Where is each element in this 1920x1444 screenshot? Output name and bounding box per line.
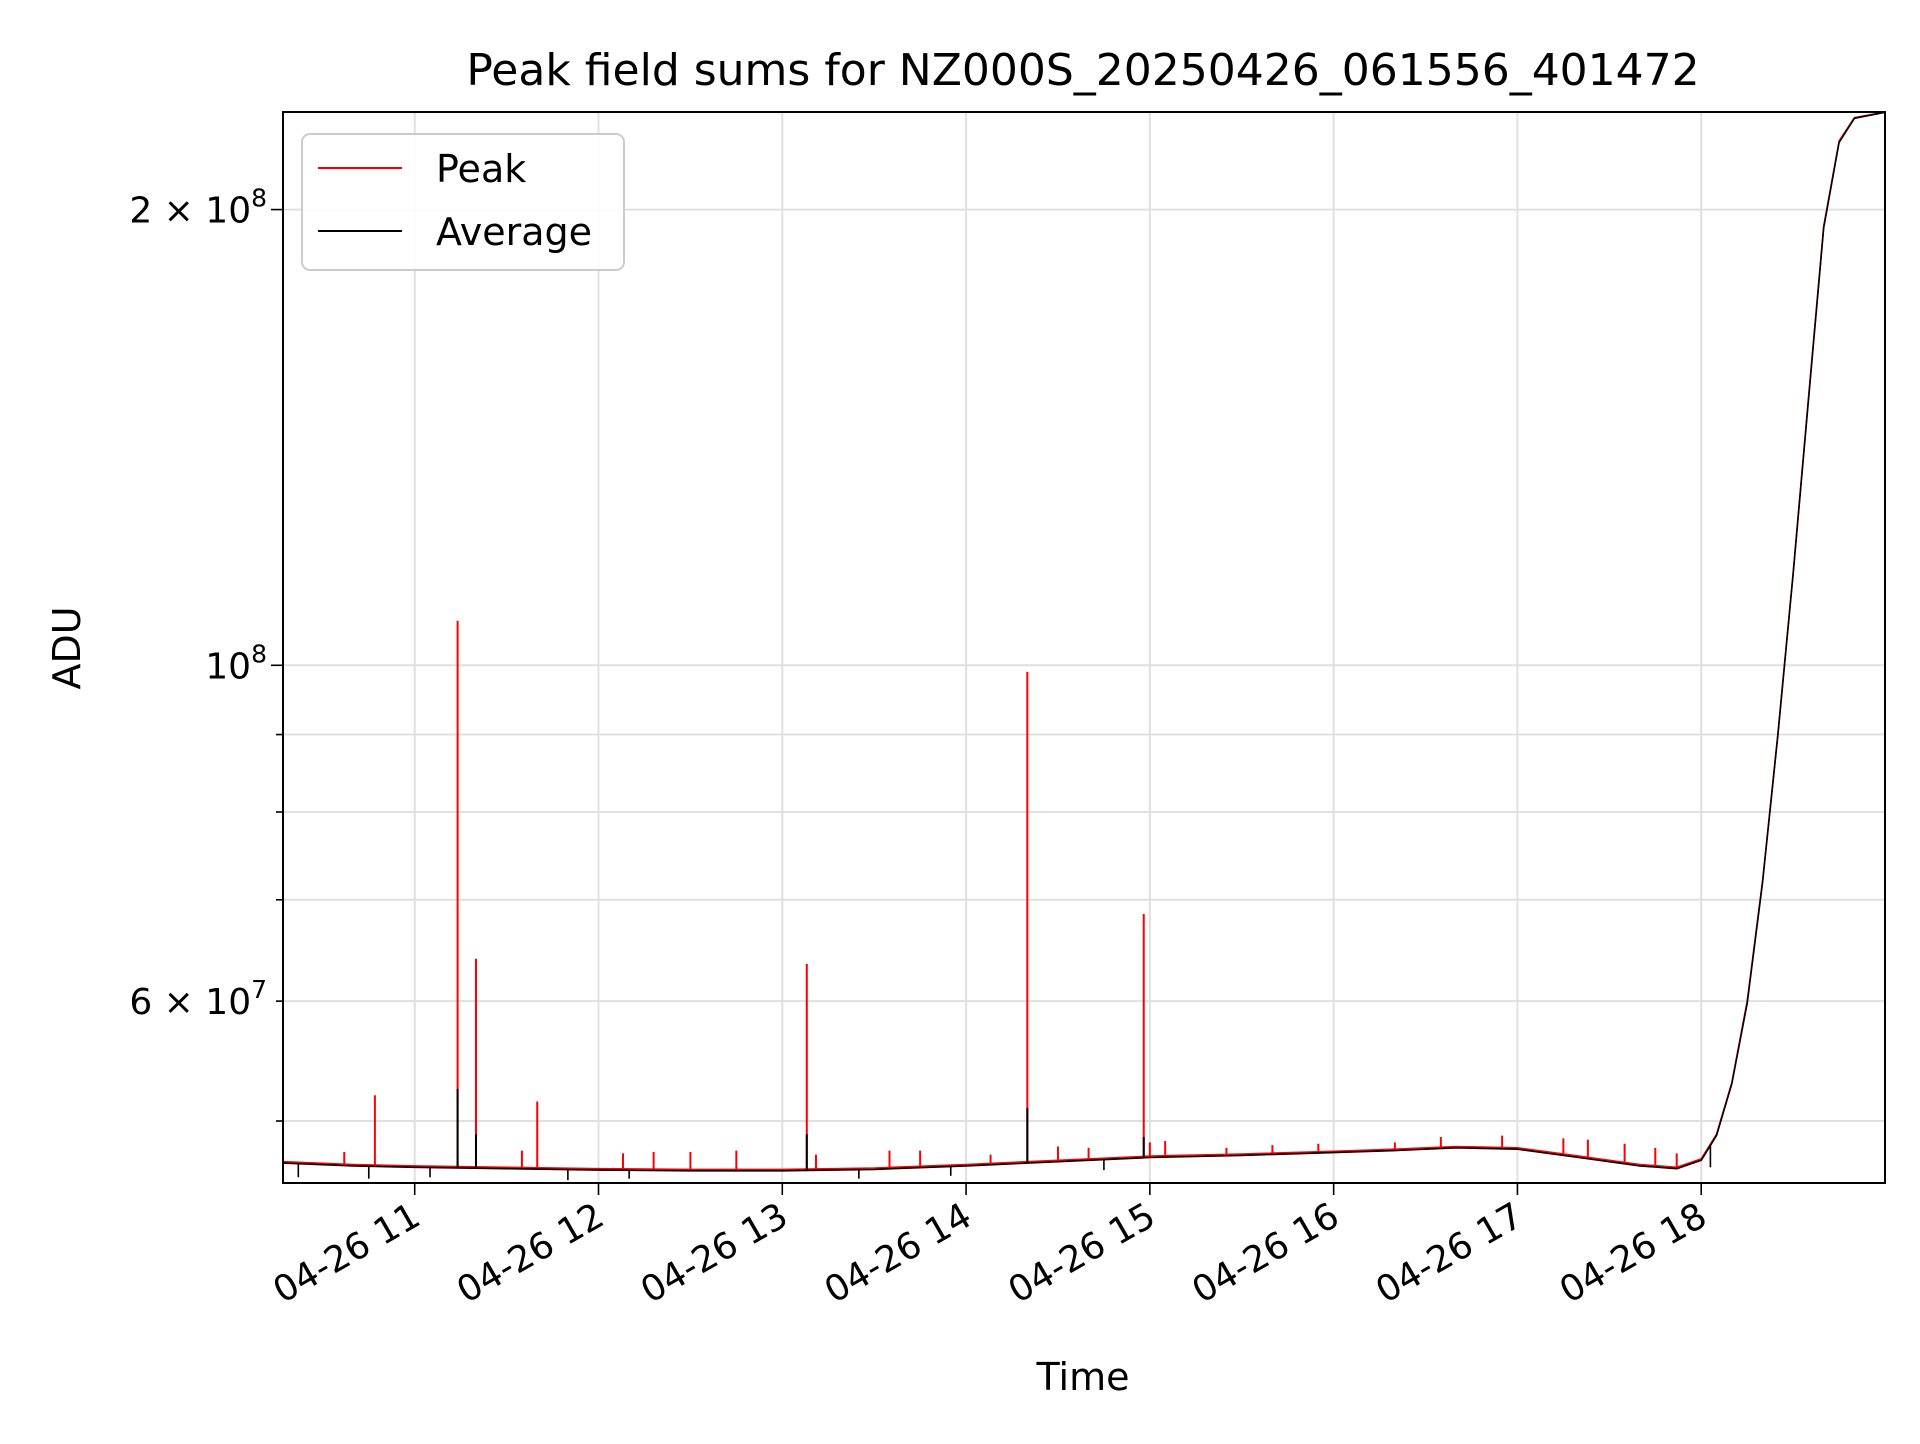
x-tick-label: 04-26 18	[1553, 1195, 1714, 1311]
axes: 04-26 11 04-26 12 04-26 13 04-26 14 04-26 15…	[129, 184, 1713, 1312]
chart-title: Peak field sums for NZ000S_20250426_0615…	[466, 45, 1699, 96]
grid	[283, 112, 1885, 1183]
x-tick-label: 04-26 13	[634, 1195, 795, 1311]
x-tick-label: 04-26 17	[1369, 1195, 1530, 1311]
legend: Peak Average	[301, 133, 625, 271]
y-tick-label: 6 × 107	[129, 975, 267, 1023]
x-tick-label: 04-26 12	[450, 1195, 611, 1311]
y-tick-label: 2 × 108	[129, 184, 267, 232]
y-tick-label: 108	[205, 639, 267, 687]
legend-label-peak: Peak	[436, 147, 526, 191]
x-tick-label: 04-26 15	[1002, 1195, 1163, 1311]
x-axis-label: Time	[1036, 1355, 1130, 1399]
series-average	[282, 111, 1886, 1181]
legend-label-average: Average	[436, 210, 592, 254]
plot-frame	[282, 111, 1886, 1184]
series-line-average	[282, 111, 1886, 1172]
x-tick-label: 04-26 11	[267, 1195, 428, 1311]
x-tick-label: 04-26 16	[1185, 1195, 1346, 1311]
y-axis-label: ADU	[45, 606, 89, 689]
x-tick-label: 04-26 14	[818, 1195, 979, 1311]
plot-area	[282, 111, 1886, 1181]
